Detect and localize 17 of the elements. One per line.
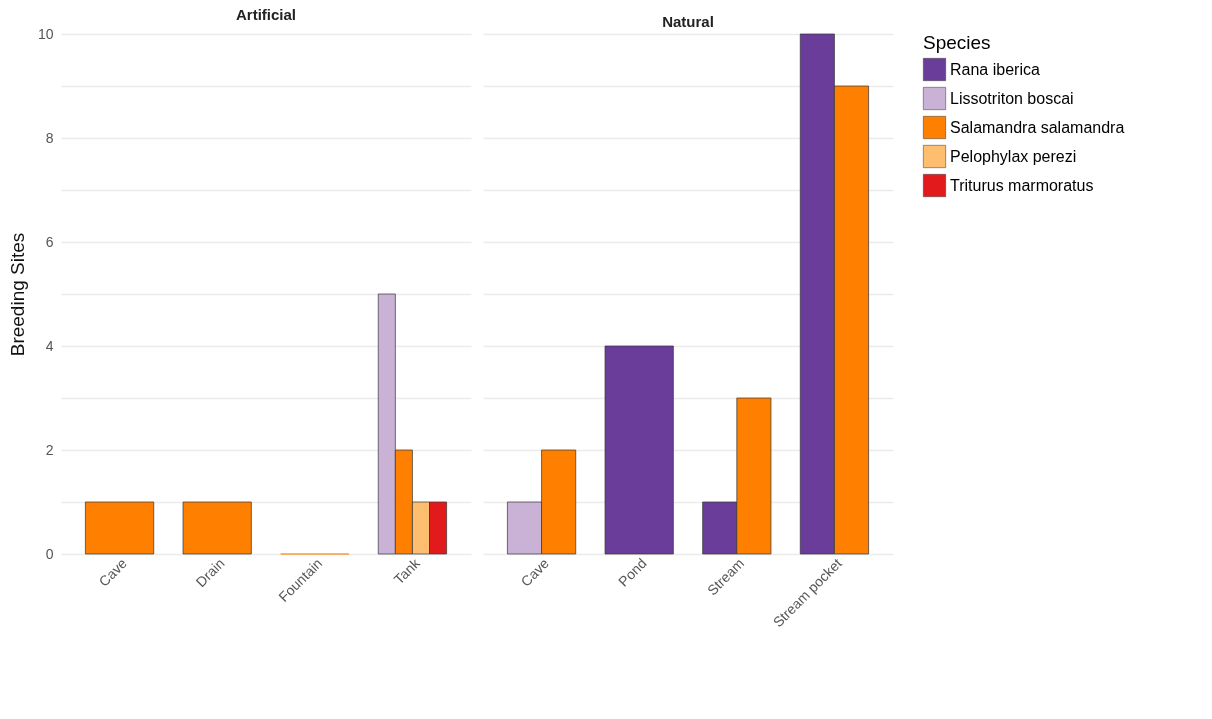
- chart-title: Natural: [662, 12, 714, 30]
- chart-title: Artificial: [235, 6, 297, 23]
- y-tick-label: 10: [37, 25, 54, 42]
- y-tick-label: 0: [45, 545, 54, 562]
- y-tick-label: 6: [45, 233, 54, 250]
- legend-label: Triturus marmoratus: [950, 176, 1094, 194]
- legend-title: Species: [923, 32, 991, 53]
- legend-label: Salamandra salamandra: [950, 118, 1125, 136]
- y-tick-label: 2: [45, 441, 54, 458]
- y-tick-label: 4: [45, 337, 54, 354]
- bar: [182, 501, 252, 555]
- y-tick-label: 8: [45, 129, 54, 146]
- y-axis-title: Breeding Sites: [6, 232, 28, 357]
- legend-label: Rana iberica: [950, 60, 1040, 78]
- legend-label: Lissotriton boscai: [950, 89, 1074, 107]
- bar: [85, 501, 155, 555]
- legend-label: Pelophylax perezi: [950, 147, 1077, 165]
